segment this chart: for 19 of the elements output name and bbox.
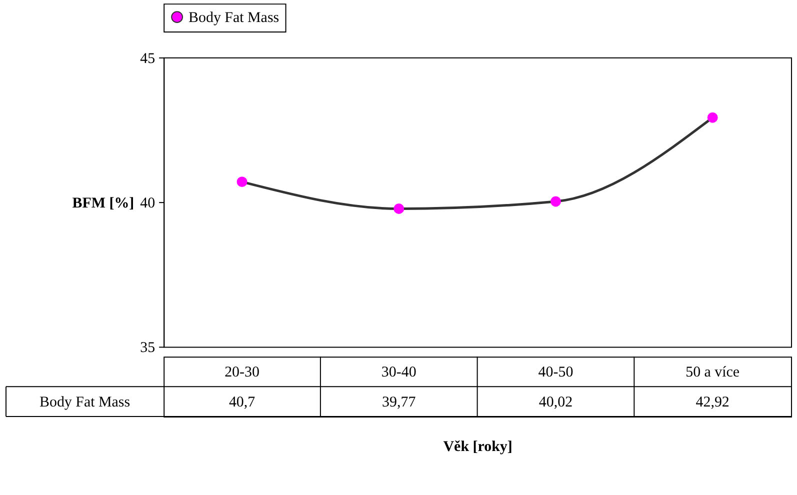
data-label: 42,92: [696, 394, 730, 411]
data-label: 39,77: [382, 394, 416, 411]
data-label: 40,7: [228, 394, 256, 411]
y-tick-label: 35: [140, 340, 156, 356]
legend-label: Body Fat Mass: [188, 10, 280, 26]
point: [236, 176, 248, 188]
y-tick-label: 40: [140, 196, 156, 212]
x-tick-label: 40-50: [538, 364, 574, 381]
x-tick-label: 20-30: [224, 364, 260, 381]
x-tick-label: 50 a více: [686, 364, 740, 381]
data-label: 40,02: [538, 394, 573, 411]
point: [707, 112, 718, 123]
point: [550, 196, 561, 207]
x-axis-title: Věk [roky]: [443, 438, 512, 455]
text: Body Fat Mass: [40, 394, 130, 411]
y-axis-title: BFM [%]: [72, 196, 134, 212]
point: [394, 204, 404, 214]
y-tick-label: 45: [140, 50, 156, 67]
x-tick-label: 30-40: [381, 364, 416, 381]
